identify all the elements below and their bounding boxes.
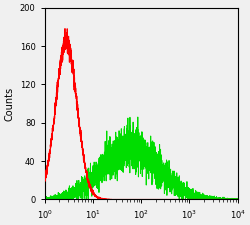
Y-axis label: Counts: Counts (4, 86, 14, 121)
